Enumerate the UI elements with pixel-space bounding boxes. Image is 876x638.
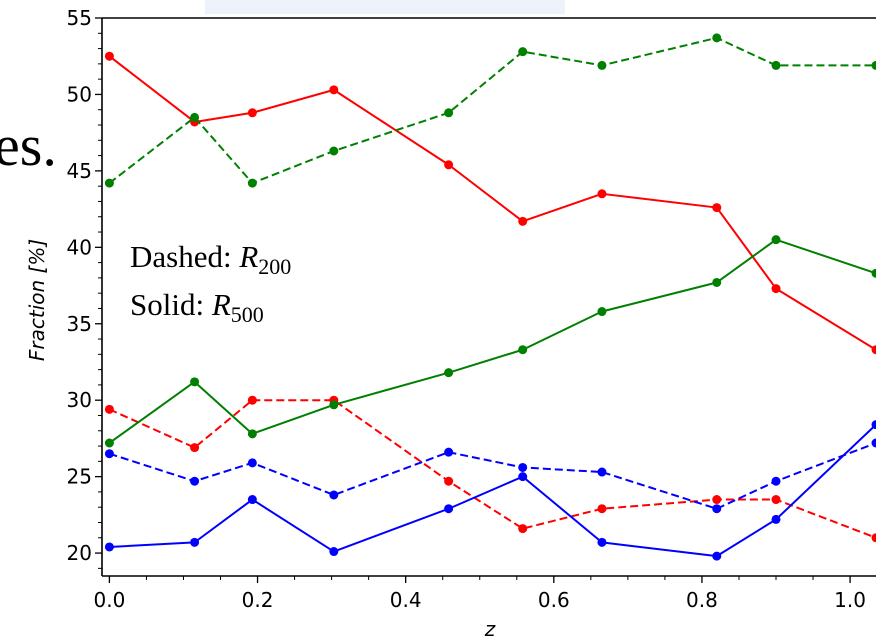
- data-point: [190, 443, 200, 453]
- data-point: [597, 467, 607, 477]
- y-axis-label: Fraction [%]: [25, 239, 49, 361]
- x-tick-label: 1.0: [834, 588, 866, 612]
- background-text: es.: [0, 113, 57, 178]
- data-point: [712, 551, 722, 561]
- x-tick-label: 0.2: [242, 588, 274, 612]
- data-point: [771, 514, 781, 524]
- data-point: [871, 533, 876, 543]
- x-tick-label: 0.8: [686, 588, 718, 612]
- data-point: [871, 60, 876, 70]
- x-tick-label: 0.4: [390, 588, 422, 612]
- data-point: [247, 495, 257, 505]
- data-point: [597, 537, 607, 547]
- y-tick-label: 50: [67, 82, 92, 106]
- data-point: [518, 472, 528, 482]
- data-point: [771, 235, 781, 245]
- plot-area: [102, 18, 876, 576]
- data-point: [771, 476, 781, 486]
- y-tick-label: 40: [67, 235, 92, 259]
- y-tick-label: 30: [67, 388, 92, 412]
- series-line-solid: [108, 238, 876, 444]
- data-point: [329, 400, 339, 410]
- data-point: [518, 216, 528, 226]
- data-point: [518, 47, 528, 57]
- data-point: [104, 449, 114, 459]
- data-point: [518, 462, 528, 472]
- data-point: [771, 60, 781, 70]
- data-point: [597, 504, 607, 514]
- data-point: [597, 307, 607, 317]
- data-point: [190, 537, 200, 547]
- annotation-dashed-sub: 200: [258, 254, 291, 279]
- data-point: [247, 178, 257, 188]
- y-tick-label: 35: [67, 312, 92, 336]
- data-point: [247, 429, 257, 439]
- data-point: [518, 524, 528, 534]
- y-tick-label: 25: [67, 465, 92, 489]
- data-point: [712, 203, 722, 213]
- axis-layer: 0.0 0.2 0.4 0.6 0.8 1.0 20 25 30 35 40 45 50 55: [67, 6, 866, 612]
- data-point: [871, 268, 876, 278]
- data-point: [871, 420, 876, 430]
- data-point: [771, 284, 781, 294]
- data-point: [104, 438, 114, 448]
- data-point: [597, 189, 607, 199]
- y-tick-label: 45: [67, 159, 92, 183]
- data-point: [329, 490, 339, 500]
- series-line-solid: [109, 423, 876, 558]
- data-point: [444, 108, 454, 118]
- series-line-dashed: [108, 399, 876, 539]
- data-point: [190, 476, 200, 486]
- annotation-solid-sub: 500: [231, 302, 264, 327]
- data-point: [871, 345, 876, 355]
- data-point: [444, 368, 454, 378]
- y-tick-label: 20: [67, 541, 92, 565]
- annotation-dashed-var: R: [238, 239, 258, 274]
- x-tick-label: 0.0: [94, 588, 126, 612]
- data-point: [104, 51, 114, 61]
- data-point: [247, 395, 257, 405]
- data-point: [190, 112, 200, 122]
- annotation-dashed: Dashed: R200: [130, 239, 291, 279]
- data-point: [712, 495, 722, 505]
- data-point: [247, 108, 257, 118]
- data-point: [444, 476, 454, 486]
- data-point: [104, 178, 114, 188]
- data-point: [190, 377, 200, 387]
- x-tick-label: 0.6: [538, 588, 570, 612]
- series-layer: [104, 33, 876, 561]
- data-point: [329, 146, 339, 156]
- data-point: [712, 33, 722, 43]
- annotation-solid-prefix: Solid:: [130, 287, 212, 322]
- data-point: [597, 60, 607, 70]
- y-tick-label: 55: [67, 6, 92, 30]
- background-banner: [205, 0, 565, 14]
- annotation-dashed-prefix: Dashed:: [130, 239, 239, 274]
- data-point: [329, 547, 339, 557]
- data-point: [771, 495, 781, 505]
- data-point: [444, 160, 454, 170]
- data-point: [444, 504, 454, 514]
- x-axis-label: z: [484, 617, 496, 638]
- annotation-solid: Solid: R500: [130, 287, 264, 327]
- data-point: [444, 447, 454, 457]
- data-point: [329, 85, 339, 95]
- data-point: [712, 504, 722, 514]
- series-line-solid: [108, 55, 876, 351]
- data-point: [518, 345, 528, 355]
- data-point: [104, 404, 114, 414]
- series-line-dashed: [109, 442, 876, 510]
- annotation-solid-var: R: [211, 287, 231, 322]
- series-line-dashed: [108, 36, 876, 185]
- data-point: [871, 438, 876, 448]
- data-point: [712, 277, 722, 287]
- data-point: [104, 542, 114, 552]
- data-point: [247, 458, 257, 468]
